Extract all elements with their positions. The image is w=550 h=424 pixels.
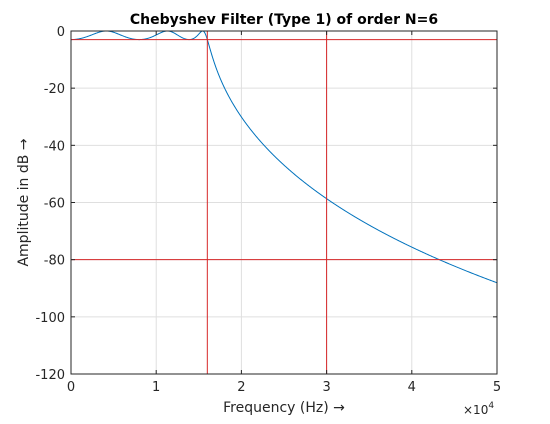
x-tick-label: 0 xyxy=(67,380,75,395)
x-tick-label: 3 xyxy=(322,380,330,395)
x-axis-exponent-power: 4 xyxy=(488,401,494,411)
x-tick-label: 2 xyxy=(237,380,245,395)
x-axis-label: Frequency (Hz) → xyxy=(223,400,345,416)
x-axis-exponent: ×104 xyxy=(463,401,494,417)
y-tick-label: -40 xyxy=(44,139,65,154)
y-tick-label: -60 xyxy=(44,197,65,212)
y-axis-label: Amplitude in dB → xyxy=(16,138,32,266)
x-tick-label: 5 xyxy=(493,380,501,395)
axis-ticks: 0 1 2 3 4 5 0 -20 -40 -60 -80 -100 -120 xyxy=(35,25,501,395)
chart-title: Chebyshev Filter (Type 1) of order N=6 xyxy=(130,12,438,28)
x-axis-exponent-base: ×10 xyxy=(463,403,488,417)
y-tick-label: 0 xyxy=(57,25,65,40)
y-tick-label: -80 xyxy=(44,254,65,269)
x-tick-label: 1 xyxy=(152,380,160,395)
y-tick-label: -20 xyxy=(44,82,65,97)
reference-lines xyxy=(71,31,497,374)
x-tick-label: 4 xyxy=(408,380,416,395)
y-tick-label: -100 xyxy=(35,311,65,326)
y-tick-label: -120 xyxy=(35,368,65,383)
